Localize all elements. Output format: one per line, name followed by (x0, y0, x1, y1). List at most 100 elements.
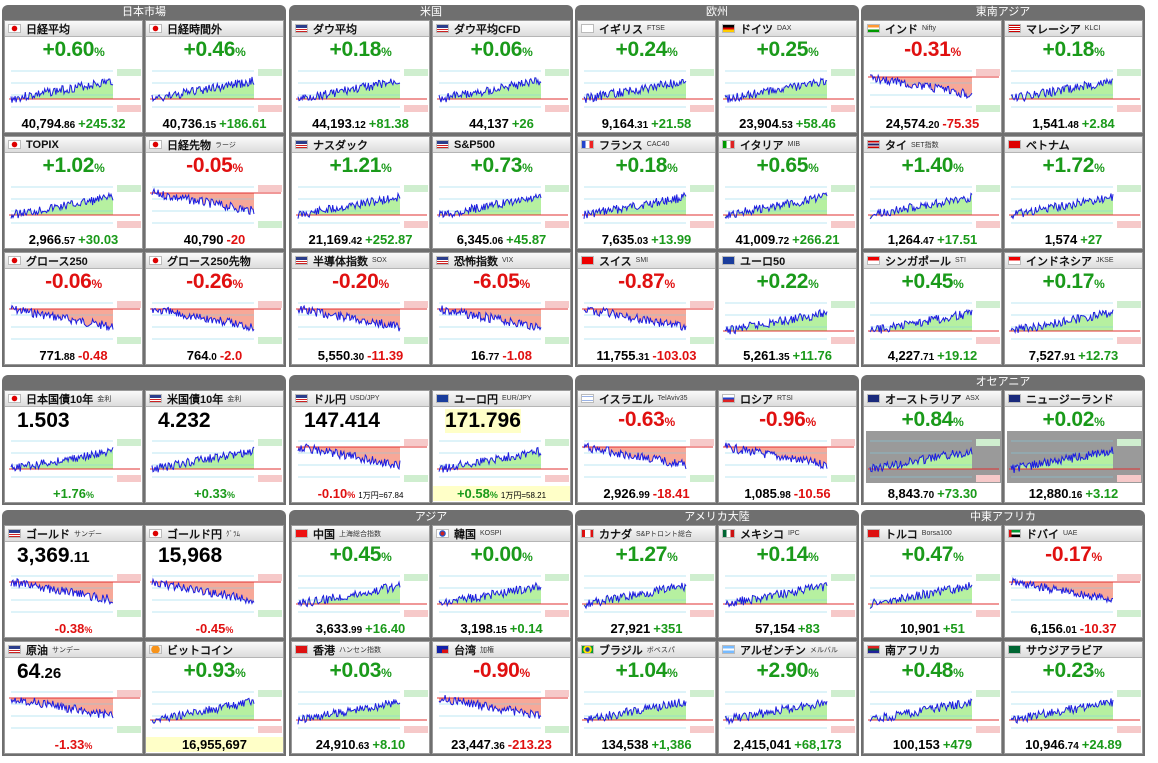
market-card[interactable]: ダウ平均 +0.18% 44,193.12 +81.38 (291, 20, 430, 133)
group-title: 米国 (420, 6, 442, 18)
market-card[interactable]: 恐怖指数 VIX -6.05% 16.77 -1.08 (432, 252, 571, 365)
market-card[interactable]: イタリア MIB +0.65% 41,009.72 +266.21 (718, 136, 857, 249)
market-card[interactable]: 香港 ハンセン指数 +0.03% 24,910.63 +8.10 (291, 641, 430, 754)
sparkline-chart (296, 439, 428, 482)
price-decimal: .11 (69, 549, 90, 566)
change-percent: +0.48% (864, 659, 1001, 683)
price-value: 764 (186, 348, 209, 363)
market-card[interactable]: S&P500 +0.73% 6,345.06 +45.87 (432, 136, 571, 249)
sparkline-chart (296, 301, 428, 344)
chart-line (724, 442, 828, 470)
market-card[interactable]: 中国 上海総合指数 +0.45% 3,633.99 +16.40 (291, 525, 430, 638)
market-card[interactable]: グロース250 -0.06% 771.88 -0.48 (4, 252, 143, 365)
axis-tag-high (831, 574, 855, 581)
market-card[interactable]: ビットコイン +0.93% 16,955,697 (145, 641, 284, 754)
axis-tag-low (545, 337, 569, 344)
percent-sign: % (667, 550, 678, 564)
chart-line (1010, 698, 1114, 725)
chart-line (10, 304, 114, 332)
axis-tag-high (545, 439, 569, 446)
change-percent: -0.26% (146, 270, 283, 294)
market-card[interactable]: イスラエル TelAviv35 -0.63% 2,926.99 -18.41 (577, 390, 716, 503)
chart-line (869, 698, 973, 723)
price-row: -0.45% (146, 621, 283, 636)
market-card[interactable]: ゴールド円 ｸﾞﾗﾑ 15,968 -0.45% (145, 525, 284, 638)
sparkline-chart (723, 301, 855, 344)
percent-sign: % (808, 666, 819, 680)
jp-flag-icon (149, 140, 162, 149)
market-card[interactable]: 日本国債10年 金利 1.503 +1.76% (4, 390, 143, 503)
group-title: オセアニア (975, 376, 1031, 388)
price-value: 40,736 (162, 116, 203, 131)
market-card[interactable]: ベトナム +1.72% 1,574 +27 (1004, 136, 1143, 249)
market-subname: 加権 (480, 646, 494, 654)
market-card[interactable]: グロース250先物 -0.26% 764.0 -2.0 (145, 252, 284, 365)
market-card[interactable]: アルゼンチン メルバル +2.90% 2,415,041 +68,173 (718, 641, 857, 754)
percent-sign: % (953, 415, 964, 429)
market-card[interactable]: ユーロ円 EUR/JPY 171.796 +0.58% 1万円=58.21 (432, 390, 571, 503)
market-card[interactable]: 日経平均 +0.60% 40,794.86 +245.32 (4, 20, 143, 133)
sparkline-chart (868, 301, 1000, 344)
market-card[interactable]: 日経時間外 +0.46% 40,736.15 +186.61 (145, 20, 284, 133)
market-card[interactable]: ゴールド サンデー 3,369.11 -0.38% (4, 525, 143, 638)
card-header: ダウ平均CFD (433, 21, 570, 37)
price-value: 24,910 (315, 737, 356, 752)
market-card[interactable]: カナダ S&Pトロント総合 +1.27% 27,921 +351 (577, 525, 716, 638)
market-card[interactable]: 原油 サンデー 64.26 -1.33% (4, 641, 143, 754)
market-card[interactable]: インドネシア JKSE +0.17% 7,527.91 +12.73 (1004, 252, 1143, 365)
chart-line (438, 192, 542, 219)
market-card[interactable]: シンガポール STI +0.45% 4,227.71 +19.12 (863, 252, 1002, 365)
market-card[interactable]: オーストラリア ASX +0.84% 8,843.70 +73.30 (863, 390, 1002, 503)
market-card[interactable]: 韓国 KOSPI +0.00% 3,198.15 +0.14 (432, 525, 571, 638)
market-card[interactable]: 南アフリカ +0.48% 100,153 +479 (863, 641, 1002, 754)
market-card[interactable]: TOPIX +1.02% 2,966.57 +30.03 (4, 136, 143, 249)
market-card[interactable]: ブラジル ボベスパ +1.04% 134,538 +1,386 (577, 641, 716, 754)
market-card[interactable]: インド Nifty -0.31% 24,574.20 -75.35 (863, 20, 1002, 133)
market-card[interactable]: 台湾 加権 -0.90% 23,447.36 -213.23 (432, 641, 571, 754)
axis-tag-low (831, 221, 855, 228)
market-card[interactable]: 米国債10年 金利 4.232 +0.33% (145, 390, 284, 503)
market-card[interactable]: ナスダック +1.21% 21,169.42 +252.87 (291, 136, 430, 249)
price-diff: +21.58 (651, 116, 692, 131)
market-subname: サンデー (74, 530, 102, 538)
price-row: -0.38% (5, 621, 142, 636)
axis-tag-high (976, 574, 1000, 581)
price-diff: +351 (653, 621, 683, 636)
axis-tag-high (1117, 690, 1141, 697)
market-card[interactable]: ダウ平均CFD +0.06% 44,137 +26 (432, 20, 571, 133)
price-value: 23,904 (739, 116, 779, 131)
market-card[interactable]: タイ SET指数 +1.40% 1,264.47 +17.51 (863, 136, 1002, 249)
market-card[interactable]: マレーシア KLCI +0.18% 1,541.48 +2.84 (1004, 20, 1143, 133)
market-card[interactable]: サウジアラビア +0.23% 10,946.74 +24.89 (1004, 641, 1143, 754)
percent-sign: % (519, 277, 531, 291)
market-subname: ボベスパ (646, 646, 675, 654)
market-card[interactable]: ユーロ50 +0.22% 5,261.35 +11.76 (718, 252, 857, 365)
sparkline-chart (296, 574, 428, 617)
market-card[interactable]: 半導体指数 SOX -0.20% 5,550.30 -11.39 (291, 252, 430, 365)
price-value: 16,955,697 (181, 737, 248, 752)
market-card[interactable]: トルコ Borsa100 +0.47% 10,901 +51 (863, 525, 1002, 638)
percent-sign: % (226, 490, 235, 500)
market-card[interactable]: 日経先物 ラージ -0.05% 40,790 -20 (145, 136, 284, 249)
price-value: 40,794 (21, 116, 62, 131)
market-card[interactable]: スイス SMI -0.87% 11,755.31 -103.03 (577, 252, 716, 365)
market-card[interactable]: イギリス FTSE +0.24% 9,164.31 +21.58 (577, 20, 716, 133)
axis-tag-low (545, 105, 569, 112)
price-value: 27,921 (610, 621, 651, 636)
market-card[interactable]: ドル円 USD/JPY 147.414 -0.10% 1万円=67.84 (291, 390, 430, 503)
market-card[interactable]: ニュージーランド +0.02% 12,880.16 +3.12 (1004, 390, 1143, 503)
change-value: -0.05 (186, 154, 233, 177)
axis-tag-low (404, 105, 428, 112)
market-card[interactable]: フランス CAC40 +0.18% 7,635.03 +13.99 (577, 136, 716, 249)
market-card[interactable]: ドイツ DAX +0.25% 23,904.53 +58.46 (718, 20, 857, 133)
chart-line (297, 698, 401, 725)
axis-tag-low (976, 221, 1000, 228)
market-card[interactable]: メキシコ IPC +0.14% 57,154 +83 (718, 525, 857, 638)
price-diff: +51 (942, 621, 965, 636)
axis-tag-low (117, 221, 141, 228)
us-flag-icon (149, 394, 162, 403)
chart-area (11, 447, 113, 472)
market-card[interactable]: ドバイ UAE -0.17% 6,156.01 -10.37 (1004, 525, 1143, 638)
market-card[interactable]: ロシア RTSI -0.96% 1,085.98 -10.56 (718, 390, 857, 503)
price-decimal: .31 (635, 352, 650, 363)
